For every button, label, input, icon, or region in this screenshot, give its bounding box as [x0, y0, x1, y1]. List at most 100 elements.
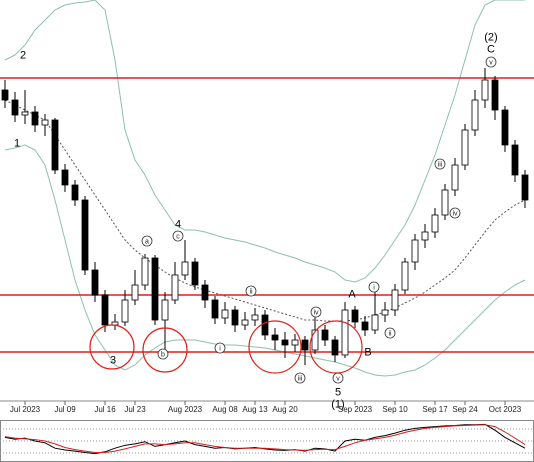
- annotation-circle: [449, 207, 461, 219]
- x-tick-label: Jul 2023: [10, 405, 41, 414]
- candles: [1, 68, 529, 365]
- candle-body: [181, 261, 189, 276]
- annotation: C: [487, 43, 495, 55]
- annotation-circle: [332, 372, 344, 384]
- highlight-circles: [89, 320, 363, 374]
- x-tick-label: Sep 24: [452, 405, 478, 414]
- candle-body: [351, 309, 359, 323]
- candle-body: [231, 309, 239, 326]
- oscillator-line: [4, 424, 526, 454]
- annotation: c: [176, 233, 180, 240]
- candle-body: [31, 111, 39, 126]
- candle-body: [381, 309, 389, 316]
- annotation: v: [336, 375, 340, 382]
- band-lower: [4, 144, 526, 377]
- band-middle: [4, 99, 526, 322]
- annotation: v: [489, 59, 493, 66]
- candle-body: [91, 269, 99, 296]
- candle-body: [451, 164, 459, 191]
- x-tick-label: Oct 2023: [489, 405, 522, 414]
- bands: [4, 0, 526, 377]
- candle-body: [371, 314, 379, 331]
- candle-body: [81, 199, 89, 271]
- band-upper: [4, 0, 525, 283]
- annotation-circle: [172, 230, 184, 242]
- candle-body: [261, 314, 269, 336]
- annotation-circle: [384, 327, 396, 339]
- annotation: 2: [20, 49, 26, 61]
- annotation: 4: [175, 218, 181, 230]
- x-tick-label: Sep 2023: [338, 405, 373, 414]
- annotation: B: [364, 346, 371, 358]
- candle-body: [341, 309, 349, 356]
- candle-body: [321, 329, 329, 341]
- x-tick-label: Jul 23: [124, 405, 146, 414]
- candle-body: [191, 261, 199, 286]
- annotation: 1: [14, 137, 20, 149]
- levels: [0, 77, 534, 353]
- x-tick-label: Jul 09: [54, 405, 76, 414]
- candle-body: [51, 119, 59, 171]
- x-tick-label: Jul 16: [94, 405, 116, 414]
- candle-body: [291, 339, 299, 346]
- x-axis: Jul 2023 Jul 09 Jul 16 Jul 23 Aug 2023 Aug 08…: [10, 401, 522, 414]
- candle-body: [481, 79, 489, 101]
- annotation: 5: [335, 386, 341, 398]
- annotation-circle: [485, 56, 497, 68]
- annotation: A: [348, 288, 356, 300]
- candle-body: [411, 239, 419, 263]
- x-tick-label: Aug 08: [212, 405, 238, 414]
- x-tick-label: Aug 2023: [168, 405, 203, 414]
- annotation: iii: [438, 161, 443, 168]
- annotation: i: [373, 284, 375, 291]
- annotation: i: [219, 345, 221, 352]
- candle-body: [1, 89, 9, 101]
- candle-body: [501, 109, 509, 146]
- annotation-circle: [310, 306, 322, 318]
- annotation-circle: [141, 235, 153, 247]
- candle-body: [511, 144, 519, 176]
- annotation: iii: [298, 375, 303, 382]
- candle-body: [21, 111, 29, 116]
- candle-body: [461, 129, 469, 166]
- candle-body: [301, 339, 309, 351]
- candle-body: [471, 99, 479, 131]
- candle-body: [221, 309, 229, 319]
- annotation: iv: [452, 210, 458, 217]
- candle-body: [121, 299, 129, 323]
- candle-body: [201, 284, 209, 301]
- x-tick-label: Sep 10: [382, 405, 408, 414]
- candle-body: [41, 119, 49, 126]
- candle-body: [271, 334, 279, 341]
- annotation-circle: [157, 348, 169, 360]
- candle-body: [11, 99, 19, 116]
- x-tick-label: Aug 20: [272, 405, 298, 414]
- candle-body: [241, 319, 249, 326]
- annotation-circle: [245, 285, 257, 297]
- candle-body: [391, 289, 399, 311]
- candle-body: [421, 231, 429, 241]
- annotation: a: [145, 238, 149, 245]
- candle-body: [491, 79, 499, 111]
- candle-body: [441, 189, 449, 216]
- annotation-circle: [368, 281, 380, 293]
- oscillator: [4, 423, 526, 455]
- x-tick-label: Sep 17: [422, 405, 448, 414]
- annotation: iv: [313, 309, 319, 316]
- candle-body: [171, 274, 179, 301]
- annotation: (1): [331, 398, 344, 410]
- candle-body: [161, 299, 169, 321]
- candle-body: [331, 339, 339, 356]
- candle-body: [431, 214, 439, 233]
- candle-body: [151, 257, 159, 321]
- highlight-circle: [248, 320, 302, 374]
- candle-body: [141, 257, 149, 286]
- annotation: ii: [249, 288, 253, 295]
- annotation-circle: [434, 158, 446, 170]
- candle-body: [131, 284, 139, 301]
- annotation: (2): [484, 31, 497, 43]
- highlight-circle: [89, 324, 135, 370]
